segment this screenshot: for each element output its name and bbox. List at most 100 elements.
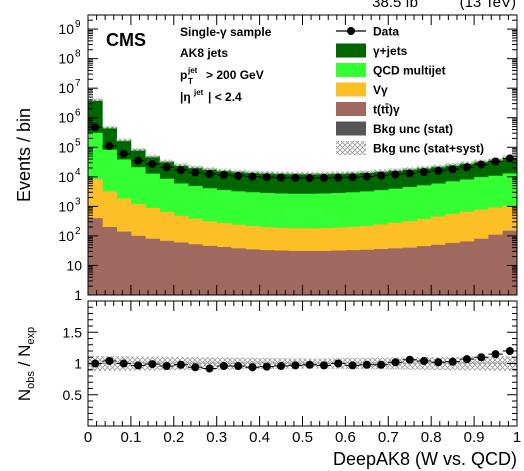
- data-point: [205, 169, 214, 178]
- x-tick-label: 0.7: [378, 429, 399, 446]
- uncertainty-band-bin: [116, 138, 131, 142]
- data-point: [162, 163, 171, 172]
- y-axis-label-top: Events / bin: [14, 108, 34, 202]
- uncertainty-band-bin: [88, 98, 103, 102]
- uncertainty-band-bin: [374, 169, 389, 173]
- data-point: [119, 149, 128, 158]
- data-point: [176, 166, 185, 175]
- jets-label: AK8 jets: [180, 46, 228, 60]
- ratio-point: [119, 359, 128, 368]
- stack-bar-t-tt: [116, 231, 132, 295]
- ratio-point: [434, 358, 443, 367]
- nobs-subscript: obs: [25, 371, 37, 389]
- data-point: [262, 173, 271, 182]
- stack-bar-t-tt: [288, 250, 303, 295]
- stack-bar-t-tt: [130, 235, 146, 295]
- data-series: [88, 123, 517, 183]
- uncertainty-band-bin: [359, 170, 375, 174]
- data-point: [277, 173, 286, 182]
- uncertainty-band-bin: [145, 154, 160, 158]
- stack-bar-t-tt: [102, 227, 118, 295]
- stack-bar-t-tt: [416, 246, 432, 295]
- legend-label: Bkg unc (stat): [373, 122, 453, 136]
- stack-bar-t-tt: [259, 250, 275, 295]
- ratio-point: [405, 355, 414, 364]
- data-point: [234, 171, 243, 180]
- background-stack: [88, 99, 518, 295]
- y-tick-exponent: 2: [75, 226, 81, 237]
- ratio-point: [134, 361, 143, 370]
- uncertainty-band-bin: [230, 169, 246, 173]
- y-tick-exponent: 4: [75, 167, 81, 178]
- data-point: [105, 142, 114, 151]
- ratio-panel: 0 0.1 0.2 0.3 0.4 0.5 0.6 0.7 0.8 0.9 1 0.5 1 1.5: [63, 300, 521, 446]
- y-tick-label: 1.5: [63, 324, 83, 340]
- uncertainty-band-bin: [188, 165, 203, 169]
- data-point: [219, 171, 228, 180]
- stack-bar-t-tt: [159, 240, 175, 295]
- data-point: [377, 171, 386, 180]
- ratio-point: [262, 362, 271, 371]
- uncertainty-band-bin: [102, 125, 117, 129]
- uncertainty-band-bin: [316, 171, 332, 175]
- data-point: [134, 156, 143, 165]
- legend-label: QCD multijet: [373, 64, 446, 78]
- data-point: [319, 173, 328, 182]
- ratio-point: [148, 360, 157, 369]
- y-tick-label: 0.5: [63, 387, 83, 403]
- legend-label: Bkg unc (stat+syst): [373, 142, 484, 156]
- ratio-point: [291, 361, 300, 370]
- stack-bar-t-tt: [374, 249, 389, 295]
- y-tick-label: 10: [58, 80, 74, 96]
- legend-swatch-t-tt: [336, 102, 366, 116]
- lumi-label: 38.5 fb: [372, 0, 418, 11]
- sample-label: Single-γ sample: [180, 25, 272, 39]
- x-tick-label: 1: [513, 429, 521, 446]
- uncertainty-band-bin: [245, 170, 260, 174]
- stack-bar-t-tt: [302, 250, 318, 295]
- pt-cut-label: p jet T > 200 GeV: [180, 66, 264, 86]
- ratio-point: [362, 360, 371, 369]
- data-point: [462, 163, 471, 172]
- ratio-point: [277, 362, 286, 370]
- x-tick-label: 0.9: [464, 429, 485, 446]
- stack-bar-t-tt: [273, 250, 289, 295]
- uncertainty-band-bin: [431, 164, 446, 168]
- stack-bar-t-tt: [345, 250, 361, 295]
- y-tick-exponent: 3: [75, 196, 81, 207]
- ratio-point: [319, 361, 328, 370]
- legend-swatch-jets: [336, 43, 366, 58]
- uncertainty-band-bin: [173, 163, 189, 167]
- data-point: [491, 157, 500, 166]
- background-uncertainty-band: [88, 98, 517, 175]
- stack-bar-t-tt: [474, 238, 489, 295]
- ratio-point: [219, 362, 228, 370]
- ratio-point: [334, 359, 343, 368]
- stack-bar-t-tt: [188, 244, 203, 295]
- y-tick-exponent: 9: [75, 19, 81, 30]
- data-point: [505, 154, 514, 163]
- legend-marker-data: [347, 27, 355, 35]
- data-point: [91, 123, 100, 132]
- x-tick-label: 0.1: [120, 429, 141, 446]
- eta-superscript: jet: [193, 88, 204, 97]
- uncertainty-band-bin: [345, 170, 360, 174]
- uncertainty-band-bin: [216, 168, 231, 172]
- legend: Data γ+jets QCD multijet Vγ t(tt̄)γ Bkg unc (…: [336, 25, 484, 156]
- legend-swatch-v: [336, 82, 366, 97]
- uncertainty-band-bin: [445, 162, 460, 166]
- legend-label: Vγ: [373, 83, 388, 97]
- uncertainty-band-bin: [402, 166, 417, 170]
- ratio-point: [491, 350, 500, 359]
- data-point: [305, 174, 314, 183]
- ratio-point: [477, 353, 486, 362]
- data-point: [448, 165, 457, 174]
- data-point: [477, 160, 486, 169]
- ratio-point: [348, 361, 357, 370]
- y-tick-exponent: 8: [75, 49, 81, 60]
- nobs-symbol: N: [15, 389, 34, 401]
- x-tick-label: 0.3: [206, 429, 227, 446]
- ratio-x-ticks: 0 0.1 0.2 0.3 0.4 0.5 0.6 0.7 0.8 0.9 1: [84, 301, 521, 446]
- x-tick-label: 0.8: [421, 429, 442, 446]
- x-tick-label: 0: [84, 429, 92, 446]
